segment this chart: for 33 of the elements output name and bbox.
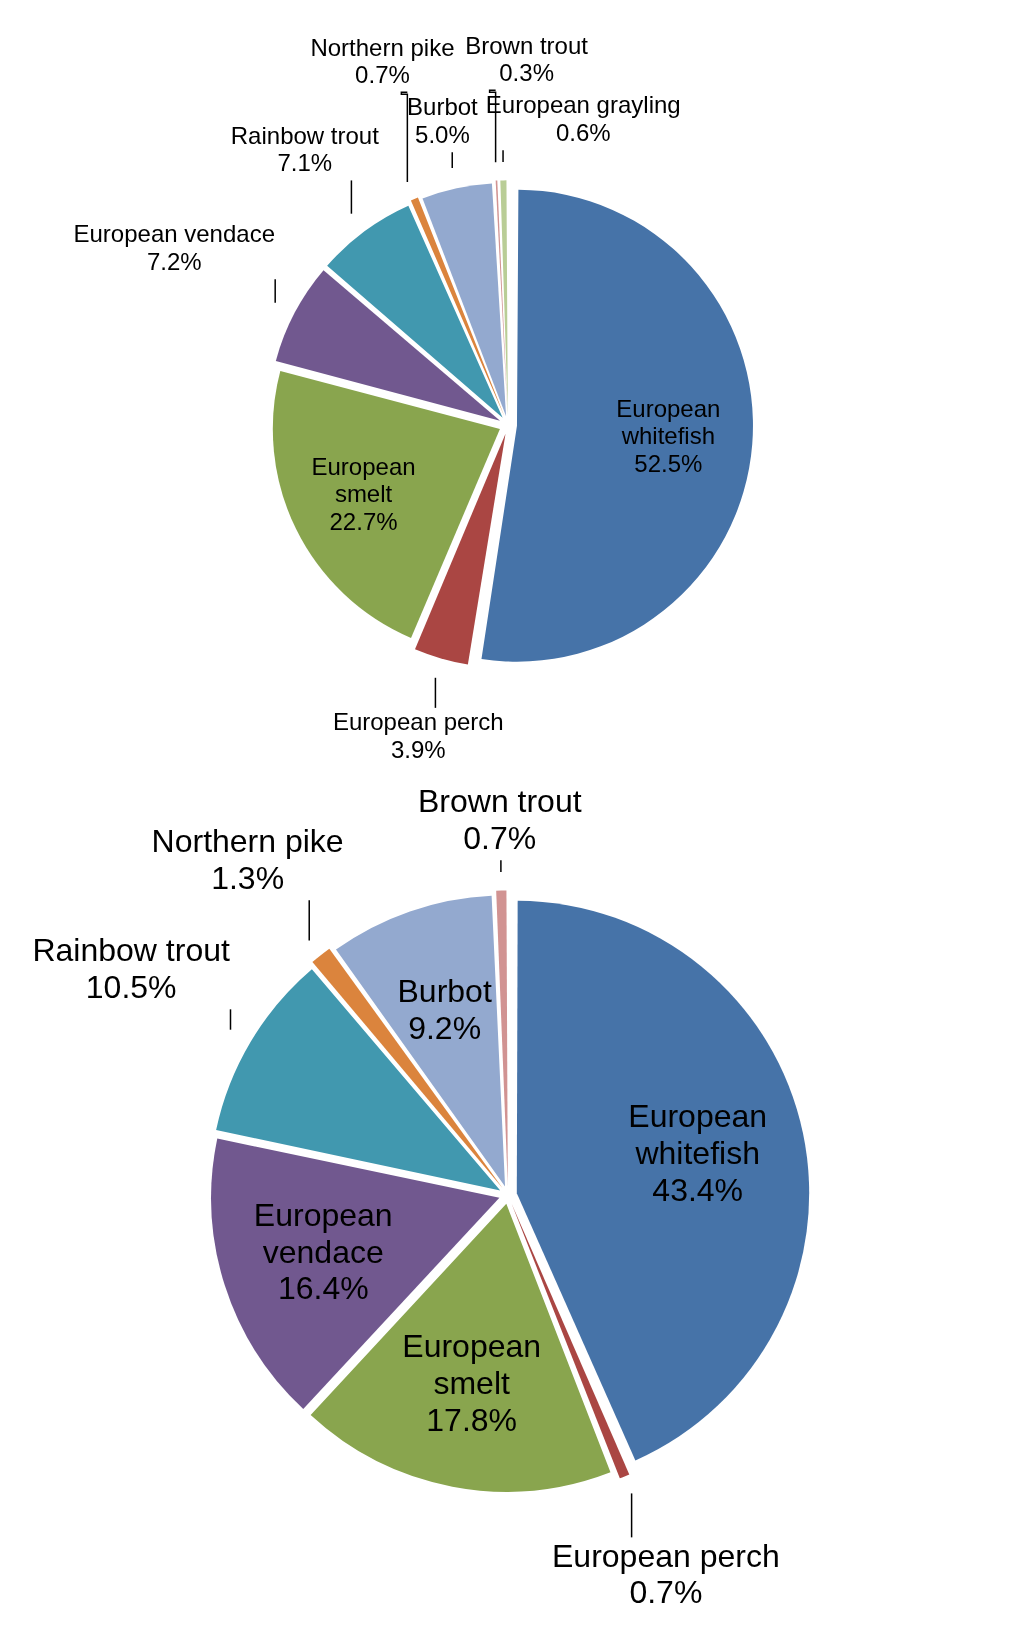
slice-label: Brown trout (465, 31, 589, 59)
data-label: 7.1% (277, 149, 333, 177)
data-label: 0.3% (499, 59, 554, 87)
slice-label: European vendace (253, 1196, 393, 1270)
data-label: 5.0% (415, 120, 470, 148)
data-label: 0.7% (629, 1574, 703, 1611)
slice-label: Rainbow trout (230, 121, 380, 149)
data-label: 9.2% (408, 1010, 482, 1047)
slice-label: European vendace (73, 220, 275, 248)
slice-label: Rainbow trout (32, 931, 230, 968)
data-label: 0.6% (555, 119, 611, 147)
slice-label: European perch (552, 1537, 780, 1574)
data-label: 43.4% (652, 1171, 744, 1208)
slice-label: Northern pike (151, 822, 344, 859)
data-label: 52.5% (634, 449, 703, 477)
data-label: 10.5% (85, 968, 177, 1005)
data-label: 16.4% (277, 1270, 369, 1307)
slice-label: European smelt (311, 452, 416, 508)
slice-label: European smelt (402, 1328, 542, 1402)
data-label: 1.3% (211, 859, 285, 896)
data-label: 22.7% (329, 507, 398, 535)
slice-label: Brown trout (417, 782, 582, 819)
slice-label: European whitefish (616, 394, 721, 450)
slice-label: European perch (332, 708, 504, 736)
data-label: 0.7% (463, 819, 537, 856)
data-label: 17.8% (426, 1402, 518, 1439)
data-label: 0.7% (355, 61, 410, 89)
data-label: 7.2% (146, 248, 202, 276)
slice-label: Burbot (407, 93, 479, 121)
slice-label: Northern pike (310, 33, 455, 61)
slice-label: European whitefish (628, 1098, 768, 1171)
data-label: 3.9% (390, 735, 446, 763)
slice-label: Burbot (397, 973, 492, 1010)
